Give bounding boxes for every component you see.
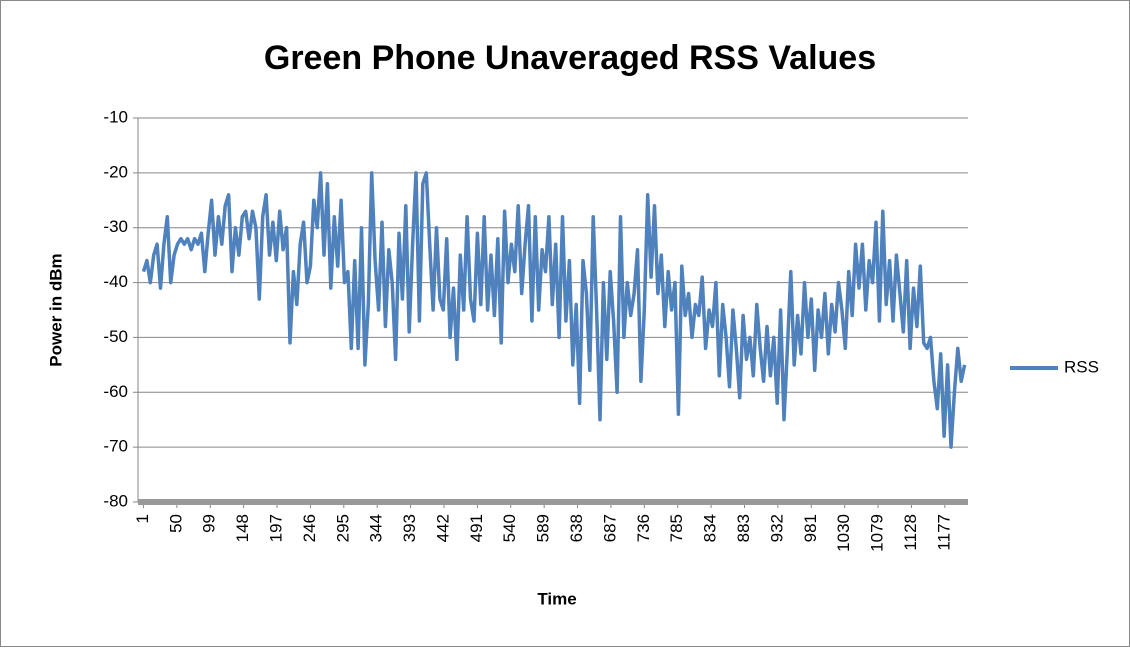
x-tick-label: 1079 — [868, 514, 887, 552]
x-tick-label: 50 — [166, 514, 185, 533]
y-tick-label: -80 — [103, 491, 128, 510]
x-tick-label: 932 — [767, 514, 786, 542]
x-tick-label: 344 — [367, 514, 386, 542]
x-tick-label: 736 — [634, 514, 653, 542]
series-line — [141, 171, 967, 449]
x-tick-label: 981 — [801, 514, 820, 542]
x-tick-label: 491 — [467, 514, 486, 542]
x-tick-label: 834 — [701, 514, 720, 542]
y-tick-label: -40 — [103, 272, 128, 291]
x-tick-label: 246 — [300, 514, 319, 542]
x-tick-label: 1177 — [934, 514, 953, 551]
y-axis-title: Power in dBm — [46, 253, 65, 366]
y-tick-label: -10 — [103, 107, 128, 126]
x-tick-label: 589 — [534, 514, 553, 542]
x-tick-label: 883 — [734, 514, 753, 542]
x-axis-title: Time — [537, 589, 576, 608]
x-tick-label: 785 — [667, 514, 686, 542]
x-tick-label: 295 — [333, 514, 352, 542]
x-tick-label: 1128 — [901, 514, 920, 551]
legend-label: RSS — [1064, 357, 1099, 376]
x-tick-label: 540 — [500, 514, 519, 542]
y-tick-label: -60 — [103, 382, 128, 401]
x-tick-label: 442 — [433, 514, 452, 542]
y-tick-label: -30 — [103, 217, 128, 236]
y-tick-label: -20 — [103, 162, 128, 181]
x-tick-label: 148 — [233, 514, 252, 542]
x-tick-label: 99 — [200, 514, 219, 533]
chart-title: Green Phone Unaveraged RSS Values — [264, 39, 876, 77]
x-tick-label: 197 — [266, 514, 285, 542]
x-tick-label: 687 — [600, 514, 619, 542]
x-tick-label: 638 — [567, 514, 586, 542]
y-tick-label: -50 — [103, 327, 128, 346]
x-tick-label: 393 — [400, 514, 419, 542]
x-tick-label: 1030 — [834, 514, 853, 552]
y-tick-label: -70 — [103, 437, 128, 456]
x-tick-label: 1 — [133, 514, 152, 523]
